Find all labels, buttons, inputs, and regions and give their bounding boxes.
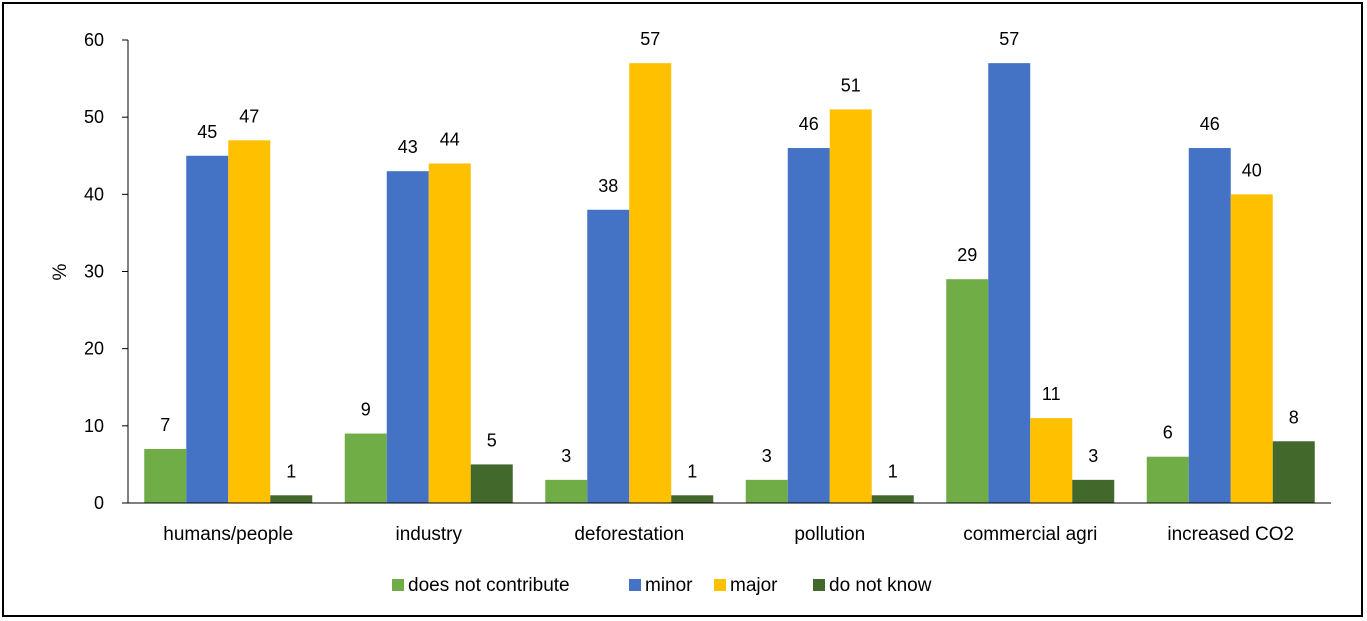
bar: [428, 163, 471, 503]
bar: [1272, 441, 1315, 503]
bar: [787, 148, 830, 504]
data-label: 7: [160, 415, 170, 435]
bar: [470, 464, 513, 503]
bar: [228, 140, 271, 504]
data-label: 57: [640, 29, 660, 49]
data-label: 1: [687, 461, 697, 481]
data-label: 51: [841, 75, 861, 95]
bar: [829, 109, 872, 503]
data-label: 45: [197, 122, 217, 142]
legend-swatch: [629, 579, 641, 591]
bar: [1030, 418, 1073, 503]
data-label: 29: [957, 245, 977, 265]
bar: [144, 448, 187, 503]
y-axis-label: %: [50, 263, 71, 280]
legend-swatch: [813, 579, 825, 591]
bar: [386, 171, 429, 503]
legend-swatch: [714, 579, 726, 591]
data-label: 40: [1242, 160, 1262, 180]
y-ticks: 0 10 20 30 40 50 60: [84, 30, 128, 513]
y-tick-label: 40: [84, 184, 104, 204]
data-label: 6: [1163, 423, 1173, 443]
bar: [587, 209, 630, 503]
data-labels: 7 45 47 1 9 43 44 5 3 38 57 1 3 46 51 1 29 57 11 3 6 46 40 8: [160, 29, 1299, 481]
bar: [1072, 479, 1115, 503]
category-labels: humans/people industry deforestation pollut…: [163, 524, 1294, 545]
category-label: increased CO2: [1167, 524, 1294, 545]
data-label: 1: [888, 461, 898, 481]
legend-label: major: [730, 575, 778, 596]
y-tick-label: 20: [84, 339, 104, 359]
bar: [344, 433, 387, 503]
y-tick-label: 50: [84, 107, 104, 127]
data-label: 3: [762, 446, 772, 466]
data-label: 43: [398, 137, 418, 157]
bar: [629, 63, 672, 504]
category-label: humans/people: [163, 524, 293, 545]
bars: [144, 63, 1315, 504]
legend-label: do not know: [829, 575, 932, 596]
bar: [988, 63, 1031, 504]
data-label: 46: [799, 114, 819, 134]
data-label: 9: [361, 400, 371, 420]
legend-label: minor: [645, 575, 693, 596]
bar: [871, 495, 914, 503]
bar: [1146, 456, 1189, 503]
data-label: 11: [1042, 384, 1061, 404]
bar: [545, 479, 588, 503]
data-label: 3: [1088, 446, 1098, 466]
category-label: industry: [395, 524, 462, 545]
category-label: deforestation: [574, 524, 684, 545]
y-tick-label: 30: [84, 262, 104, 282]
category-label: pollution: [794, 524, 865, 545]
bar: [745, 479, 788, 503]
data-label: 57: [999, 29, 1019, 49]
data-label: 8: [1289, 407, 1299, 427]
data-label: 3: [561, 446, 571, 466]
bar: [1188, 148, 1231, 504]
data-label: 38: [598, 176, 618, 196]
y-tick-label: 60: [84, 30, 104, 50]
bar: [1230, 194, 1273, 504]
legend-label: does not contribute: [408, 575, 570, 596]
y-tick-label: 10: [84, 416, 104, 436]
legend-swatch: [392, 579, 404, 591]
data-label: 44: [440, 129, 460, 149]
bar: [671, 495, 714, 503]
y-tick-label: 0: [94, 493, 104, 513]
bar: [946, 279, 989, 503]
legend: does not contribute minor major do not know: [392, 575, 932, 596]
data-label: 1: [286, 461, 296, 481]
category-label: commercial agri: [963, 524, 1097, 545]
data-label: 47: [239, 106, 259, 126]
bar: [270, 495, 313, 503]
data-label: 46: [1200, 114, 1220, 134]
bar: [186, 155, 229, 503]
data-label: 5: [487, 430, 497, 450]
